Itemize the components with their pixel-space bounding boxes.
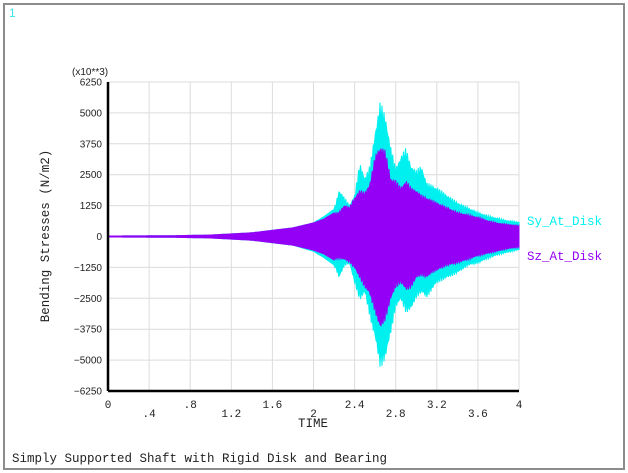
x-tick-label: 2.8 [386,409,406,421]
x-tick-label: .8 [184,400,197,412]
y-tick-label: 1250 [80,201,103,212]
x-tick-label: 4 [516,400,523,412]
window-number: 1 [9,6,16,20]
x-tick-label: .4 [142,409,156,421]
x-tick-label: 1.6 [262,400,282,412]
series-sz-at-disk [107,147,520,327]
series-layer [107,102,520,367]
y-tick-label: −6250 [74,387,103,398]
x-tick-labels: 0 .4 .8 1.2 1.6 2 2.4 2.8 3.2 3.6 4 [105,400,523,421]
legend-sz-at-disk: Sz_At_Disk [527,250,602,264]
y-tick-label: 2500 [80,170,103,181]
y-tick-label: 6250 [80,78,103,89]
x-axis-title: TIME [298,417,328,431]
y-tick-label: −3750 [74,325,103,336]
x-tick-label: 1.2 [221,409,241,421]
y-scale-factor: (x10**3) [72,67,108,78]
y-axis-title: Bending Stresses (N/m2) [39,150,53,323]
x-tick-label: 3.2 [427,400,447,412]
y-tick-labels: 6250 5000 3750 2500 1250 0 −1250 −2500 −3750 −500… [74,78,103,398]
legend-sy-at-disk: Sy_At_Disk [527,215,602,229]
x-tick-label: 2 [310,409,317,421]
y-tick-label: 3750 [80,139,103,150]
y-tick-label: 0 [96,232,102,243]
x-tick-label: 0 [105,400,112,412]
y-tick-label: 5000 [80,108,103,119]
axes [106,82,519,393]
y-tick-label: −5000 [74,356,103,367]
x-tick-label: 3.6 [468,409,488,421]
plot-title-footer: Simply Supported Shaft with Rigid Disk a… [12,452,388,466]
x-tick-label: 2.4 [345,400,365,412]
y-tick-label: −2500 [74,294,103,305]
y-tick-label: −1250 [74,263,103,274]
